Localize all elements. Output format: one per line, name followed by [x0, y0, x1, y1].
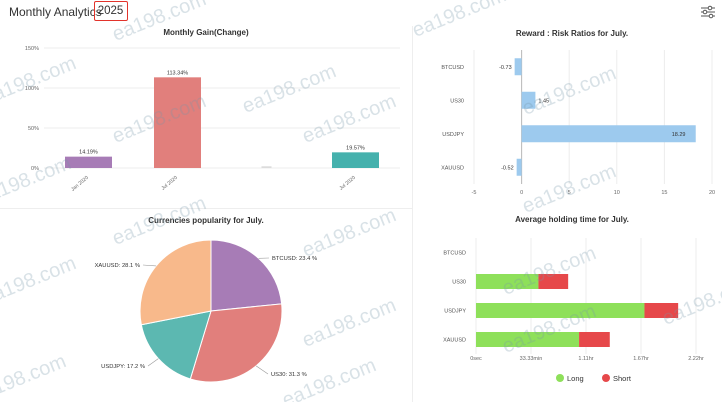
y-tick-label: USDJPY — [442, 132, 464, 138]
bar — [154, 77, 201, 168]
bar-segment — [476, 332, 580, 347]
legend-label-long: Long — [567, 374, 584, 383]
bar — [65, 156, 112, 168]
y-tick-label: XAUUSD — [443, 338, 466, 344]
x-tick-label: Jan 2020 — [70, 175, 90, 193]
x-tick-label: 10 — [614, 190, 620, 196]
x-tick-label: 5 — [568, 190, 571, 196]
pie-slice — [140, 310, 212, 380]
y-tick-label: XAUUSD — [441, 165, 464, 171]
monthly-gain-panel: Monthly Gain(Change) 150% 100% 50% 0% 14.19%… — [0, 24, 412, 208]
page-title: Monthly Analytics — [9, 5, 102, 19]
sliders-icon[interactable] — [700, 5, 716, 19]
x-tick-label: Jul 2020 — [338, 175, 357, 192]
risk-ratio-chart: -5 0 5 10 15 20 BTCUSD -0.73 US30 1.45 USDJPY 18.29… — [441, 50, 715, 196]
risk-ratio-title: Reward : Risk Ratios for July. — [515, 29, 629, 38]
data-label: -0.52 — [501, 165, 514, 171]
pie-slice — [139, 239, 212, 326]
slice-label: USDJPY: 17.2 % — [101, 364, 145, 370]
slice-label: US30: 31.3 % — [271, 372, 307, 378]
x-tick-label: 33.33min — [520, 356, 543, 362]
y-tick-label: 50% — [28, 126, 39, 132]
holding-time-title: Average holding time for July. — [515, 215, 629, 224]
bar-segment — [644, 303, 679, 318]
x-tick-label: 0 — [520, 190, 523, 196]
x-tick-label: -5 — [472, 190, 477, 196]
popularity-pie-chart: BTCUSD: 23.4 % US30: 31.3 % USDJPY: 17.2 %… — [95, 239, 317, 383]
data-label: 18.29 — [672, 132, 686, 138]
y-tick-label: BTCUSD — [443, 251, 466, 257]
data-label: 19.57% — [346, 145, 365, 151]
x-tick-label: 15 — [661, 190, 667, 196]
holding-time-chart: 0sec 33.33min 1.11hr 1.67hr 2.22hr BTCUSD US30… — [443, 238, 704, 362]
legend-item-long[interactable]: Long — [556, 374, 584, 383]
y-tick-label: US30 — [450, 98, 464, 104]
x-tick-label: 0sec — [470, 356, 482, 362]
bar-segment — [538, 274, 569, 289]
bar-segment — [476, 274, 539, 289]
bar-segment — [579, 332, 610, 347]
popularity-panel: Currencies popularity for July. BTCUSD: … — [0, 210, 412, 402]
bar — [521, 91, 536, 109]
bar — [332, 152, 379, 168]
legend-dot-short — [602, 374, 610, 382]
y-tick-label: 150% — [25, 46, 39, 52]
panel-divider — [0, 208, 412, 209]
slice-label: XAUUSD: 28.1 % — [95, 263, 140, 269]
popularity-title: Currencies popularity for July. — [148, 216, 264, 225]
bar — [514, 58, 522, 76]
legend-label-short: Short — [613, 374, 631, 383]
x-tick-label: Jul 2020 — [160, 175, 179, 192]
risk-ratio-panel: Reward : Risk Ratios for July. -5 0 5 10 15 2… — [422, 24, 722, 210]
panel-divider — [412, 26, 413, 402]
data-label: 1.45 — [538, 98, 549, 104]
legend-item-short[interactable]: Short — [602, 374, 631, 383]
leader-line — [147, 358, 159, 367]
bar-segment — [476, 303, 645, 318]
year-selector[interactable]: 2025 — [94, 1, 128, 21]
header-bar: Monthly Analytics 2025 — [0, 0, 722, 24]
y-tick-label: BTCUSD — [441, 65, 464, 71]
pie-slice — [210, 239, 283, 312]
x-tick-label: 2.22hr — [688, 356, 704, 362]
leader-line — [255, 365, 269, 375]
data-label: -0.73 — [499, 65, 512, 71]
y-tick-label: USDJPY — [444, 309, 466, 315]
monthly-gain-title: Monthly Gain(Change) — [163, 28, 249, 37]
x-tick-label: 1.11hr — [578, 356, 593, 362]
y-tick-label: 100% — [25, 86, 39, 92]
slice-label: BTCUSD: 23.4 % — [272, 256, 317, 262]
year-value: 2025 — [97, 5, 124, 17]
y-tick-label: US30 — [452, 280, 466, 286]
leader-line — [142, 264, 157, 267]
legend-dot-long — [556, 374, 564, 382]
x-tick-label: 20 — [709, 190, 715, 196]
bar — [516, 158, 522, 176]
x-tick-label: 1.67hr — [633, 356, 649, 362]
bar — [521, 125, 696, 143]
data-label: 113.34% — [167, 70, 188, 76]
data-label: 14.19% — [79, 150, 98, 156]
y-tick-label: 0% — [31, 166, 39, 172]
monthly-gain-chart: 150% 100% 50% 0% 14.19% Jan 2020 113.34% Jul 20… — [25, 46, 400, 193]
holding-time-panel: Average holding time for July. 0sec 33.33… — [422, 212, 722, 402]
